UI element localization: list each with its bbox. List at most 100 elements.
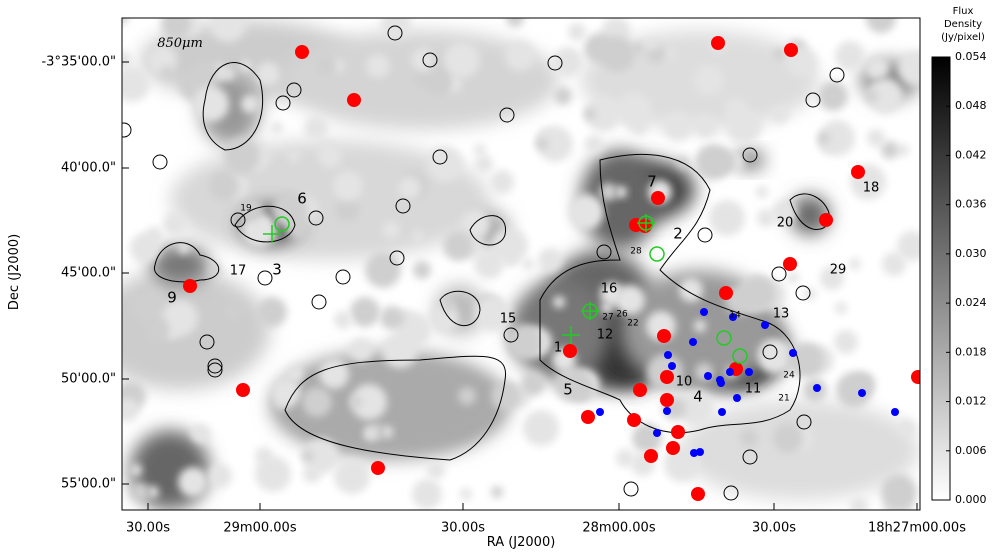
noise: [694, 320, 706, 332]
noise: [161, 18, 191, 39]
noise: [178, 242, 190, 254]
open-source: [771, 266, 787, 282]
noise: [693, 114, 717, 138]
red-source: [851, 165, 865, 179]
noise: [521, 372, 545, 396]
blue-source: [726, 368, 734, 376]
source-label: 12: [597, 328, 614, 343]
noise: [679, 278, 703, 302]
y-tick-label: -3°35'00.0": [41, 55, 116, 70]
noise: [161, 66, 173, 78]
red-source: [563, 344, 577, 358]
intensity-map: [122, 18, 920, 510]
noise: [194, 60, 218, 84]
noise: [412, 230, 424, 242]
noise: [288, 150, 300, 162]
noise: [491, 381, 521, 411]
noise: [131, 288, 167, 324]
contour: [234, 205, 296, 243]
open-source: [387, 25, 403, 41]
x-axis-label: RA (J2000): [487, 535, 556, 550]
red-source: [691, 487, 705, 501]
noise: [663, 111, 693, 141]
noise: [287, 216, 311, 240]
red-source: [633, 383, 647, 397]
noise: [318, 144, 342, 168]
noise: [568, 23, 586, 41]
source-label: 5: [563, 381, 573, 399]
noise: [458, 387, 476, 405]
colorbar-tick-label: 0.054: [955, 50, 987, 63]
open-source: [547, 55, 563, 71]
source-label: 16: [601, 282, 618, 297]
noise: [474, 144, 486, 156]
open-source: [697, 227, 713, 243]
blue-source: [689, 338, 697, 346]
noise: [350, 297, 380, 327]
noise: [771, 105, 789, 123]
contour: [469, 215, 506, 246]
contour: [154, 242, 220, 283]
open-source: [389, 250, 405, 266]
noise: [599, 183, 617, 201]
blue-source: [690, 449, 698, 457]
blue-source: [733, 394, 741, 402]
open-source: [503, 327, 519, 343]
noise: [740, 276, 776, 312]
source-label: 21: [778, 394, 789, 404]
contour: [439, 290, 481, 327]
source-label: 28: [630, 247, 642, 257]
open-source: [122, 122, 132, 138]
noise: [554, 87, 572, 105]
noise: [241, 95, 259, 113]
red-source: [236, 383, 250, 397]
noise: [568, 194, 604, 230]
source-label: 15: [500, 312, 517, 327]
blue-source: [700, 308, 708, 316]
source-label: 13: [773, 307, 790, 322]
source-label: 18: [863, 181, 880, 196]
noise: [867, 78, 903, 114]
blue-source: [664, 351, 672, 359]
red-source: [644, 449, 658, 463]
noise: [677, 156, 689, 168]
green-source: [649, 246, 665, 262]
noise: [130, 464, 142, 476]
noise: [302, 387, 332, 417]
source-label: 10: [676, 375, 693, 390]
noise: [773, 48, 785, 60]
noise: [882, 252, 906, 276]
noise: [317, 57, 335, 75]
noise: [694, 65, 724, 95]
noise: [350, 396, 362, 408]
red-source: [295, 45, 309, 59]
noise: [209, 171, 239, 201]
noise: [506, 18, 524, 27]
open-source: [829, 67, 845, 83]
green-cross: [562, 326, 580, 344]
green-source: [274, 216, 290, 232]
blue-source: [789, 349, 797, 357]
noise: [788, 342, 824, 378]
red-source: [660, 370, 674, 384]
red-source: [660, 393, 674, 407]
source-label: 9: [167, 289, 177, 307]
noise: [491, 486, 503, 498]
noise: [224, 138, 260, 174]
open-source: [805, 92, 821, 108]
source-label: 1: [554, 341, 562, 356]
open-source: [762, 344, 778, 360]
contour: [202, 62, 264, 151]
noise: [740, 429, 758, 447]
noise: [122, 398, 139, 422]
green-cross: [581, 302, 599, 320]
noise: [490, 170, 514, 194]
noise: [413, 261, 431, 279]
noise: [866, 18, 896, 33]
green-cross: [263, 225, 281, 243]
noise: [709, 200, 745, 236]
green-source: [732, 348, 748, 364]
noise: [835, 41, 865, 71]
colorbar-tick-label: 0.006: [955, 444, 987, 457]
source-label: 7: [647, 173, 657, 191]
